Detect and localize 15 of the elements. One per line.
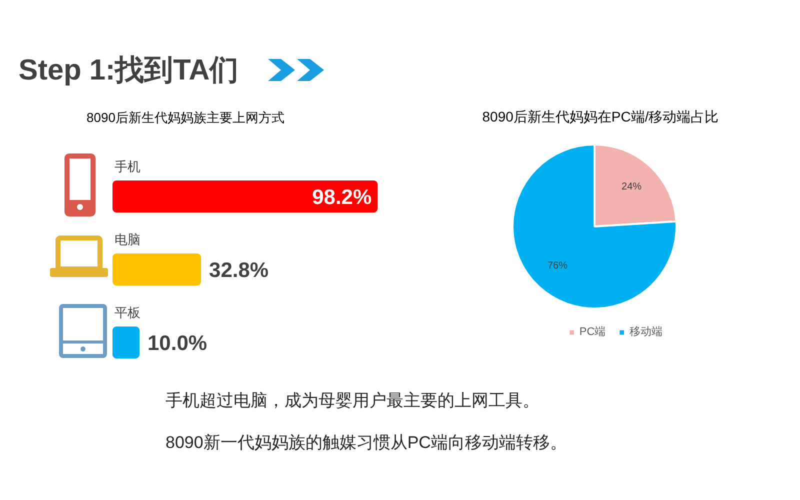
data-label: 98.2% (312, 186, 372, 209)
text: 8090新一代妈妈族的触媒习惯从PC端向移动端转移。 (166, 433, 567, 452)
data-label: 24% (622, 182, 642, 193)
data-label: 10.0% (148, 332, 208, 355)
text: 手机超过电脑，成为母婴用户最主要的上网工具。 (166, 391, 540, 410)
y-tick-label: 平板 (114, 305, 140, 320)
legend-label: 移动端 (630, 325, 663, 339)
chart-title: 8090后新生代妈妈在PC端/移动端占比 (482, 108, 719, 124)
y-tick-label: 手机 (114, 159, 140, 174)
y-tick-label: 电脑 (114, 232, 140, 247)
legend-label: PC端 (579, 325, 606, 339)
chart-title: Step 1:找到TA们 (18, 54, 239, 86)
data-label: 32.8% (209, 259, 269, 282)
chart-subtitle: 8090后新生代妈妈族主要上网方式 (86, 110, 284, 125)
data-label: 76% (547, 260, 568, 272)
